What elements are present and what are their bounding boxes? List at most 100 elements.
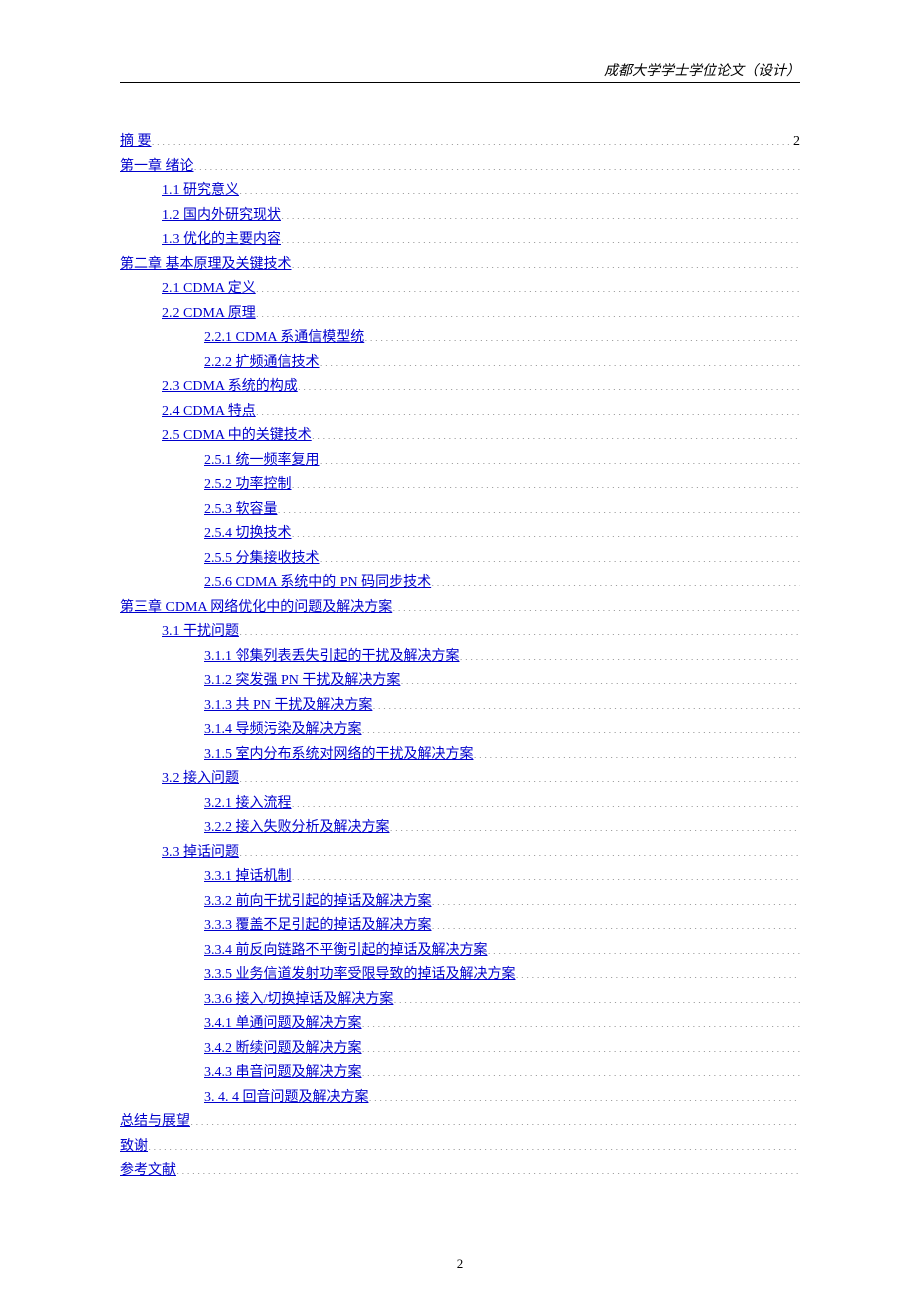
toc-leader-dots — [362, 1013, 801, 1027]
table-of-contents: 摘 要2第一章 绪论1.1 研究意义1.2 国内外研究现状1.3 优化的主要内容… — [120, 130, 800, 1184]
toc-leader-dots — [239, 768, 800, 782]
header-text: 成都大学学士学位论文（设计） — [604, 64, 800, 79]
toc-link[interactable]: 3.1.5 室内分布系统对网络的干扰及解决方案 — [204, 743, 474, 768]
toc-row: 3.3.6 接入/切换掉话及解决方案 — [120, 988, 800, 1013]
toc-link[interactable]: 2.5.5 分集接收技术 — [204, 547, 320, 572]
toc-leader-dots — [393, 989, 800, 1003]
toc-row: 3.3.1 掉话机制 — [120, 865, 800, 890]
toc-link[interactable]: 3.1 干扰问题 — [162, 620, 239, 645]
toc-leader-dots — [292, 474, 801, 488]
toc-link[interactable]: 2.1 CDMA 定义 — [162, 277, 256, 302]
toc-row: 2.5.1 统一频率复用 — [120, 449, 800, 474]
toc-row: 2.2 CDMA 原理 — [120, 302, 800, 327]
toc-link[interactable]: 2.2.1 CDMA 系通信模型统 — [204, 326, 364, 351]
toc-link[interactable]: 3.4.2 断续问题及解决方案 — [204, 1037, 362, 1062]
toc-link[interactable]: 1.3 优化的主要内容 — [162, 228, 281, 253]
toc-link[interactable]: 2.5.3 软容量 — [204, 498, 278, 523]
toc-link[interactable]: 3.1.2 突发强 PN 干扰及解决方案 — [204, 669, 400, 694]
toc-row: 3.3 掉话问题 — [120, 841, 800, 866]
toc-leader-dots — [362, 1062, 801, 1076]
toc-row: 3.1.5 室内分布系统对网络的干扰及解决方案 — [120, 743, 800, 768]
toc-row: 3.3.3 覆盖不足引起的掉话及解决方案 — [120, 914, 800, 939]
toc-link[interactable]: 1.1 研究意义 — [162, 179, 239, 204]
toc-link[interactable]: 2.5.1 统一频率复用 — [204, 449, 320, 474]
toc-row: 2.5.3 软容量 — [120, 498, 800, 523]
toc-link[interactable]: 3.2 接入问题 — [162, 767, 239, 792]
toc-row: 3.3.4 前反向链路不平衡引起的掉话及解决方案 — [120, 939, 800, 964]
toc-leader-dots — [320, 548, 801, 562]
toc-row: 第一章 绪论 — [120, 155, 800, 180]
toc-row: 第二章 基本原理及关键技术 — [120, 253, 800, 278]
toc-link[interactable]: 2.2 CDMA 原理 — [162, 302, 256, 327]
toc-link[interactable]: 3.1.3 共 PN 干扰及解决方案 — [204, 694, 372, 719]
toc-link[interactable]: 3.3 掉话问题 — [162, 841, 239, 866]
document-page: 成都大学学士学位论文（设计） 摘 要2第一章 绪论1.1 研究意义1.2 国内外… — [0, 0, 920, 1302]
toc-row: 第三章 CDMA 网络优化中的问题及解决方案 — [120, 596, 800, 621]
toc-link[interactable]: 2.5 CDMA 中的关键技术 — [162, 424, 312, 449]
toc-leader-dots — [281, 229, 800, 243]
toc-link[interactable]: 3.2.2 接入失败分析及解决方案 — [204, 816, 390, 841]
toc-row: 2.5.5 分集接收技术 — [120, 547, 800, 572]
toc-link[interactable]: 3.3.1 掉话机制 — [204, 865, 292, 890]
toc-link[interactable]: 3.4.3 串音问题及解决方案 — [204, 1061, 362, 1086]
toc-row: 3.1 干扰问题 — [120, 620, 800, 645]
toc-link[interactable]: 3.3.6 接入/切换掉话及解决方案 — [204, 988, 393, 1013]
page-header: 成都大学学士学位论文（设计） — [604, 60, 800, 80]
toc-link[interactable]: 3.3.3 覆盖不足引起的掉话及解决方案 — [204, 914, 432, 939]
toc-link[interactable]: 第三章 CDMA 网络优化中的问题及解决方案 — [120, 596, 392, 621]
toc-leader-dots — [369, 1087, 801, 1101]
toc-link[interactable]: 2.5.6 CDMA 系统中的 PN 码同步技术 — [204, 571, 431, 596]
toc-leader-dots — [431, 572, 800, 586]
toc-leader-dots — [474, 744, 801, 758]
toc-leader-dots — [432, 915, 801, 929]
toc-leader-dots — [292, 793, 801, 807]
toc-leader-dots — [488, 940, 801, 954]
toc-link[interactable]: 3.1.4 导频污染及解决方案 — [204, 718, 362, 743]
toc-link[interactable]: 3.2.1 接入流程 — [204, 792, 292, 817]
toc-row: 3.4.2 断续问题及解决方案 — [120, 1037, 800, 1062]
toc-leader-dots — [281, 205, 800, 219]
toc-link[interactable]: 摘 要 — [120, 130, 152, 155]
toc-link[interactable]: 第二章 基本原理及关键技术 — [120, 253, 292, 278]
toc-link[interactable]: 3.3.4 前反向链路不平衡引起的掉话及解决方案 — [204, 939, 488, 964]
toc-row: 2.2.1 CDMA 系通信模型统 — [120, 326, 800, 351]
toc-leader-dots — [320, 450, 801, 464]
toc-link[interactable]: 2.4 CDMA 特点 — [162, 400, 256, 425]
toc-row: 摘 要2 — [120, 130, 800, 155]
toc-leader-dots — [516, 964, 801, 978]
toc-row: 总结与展望 — [120, 1110, 800, 1135]
toc-link[interactable]: 3.1.1 邻集列表丢失引起的干扰及解决方案 — [204, 645, 460, 670]
toc-link[interactable]: 1.2 国内外研究现状 — [162, 204, 281, 229]
toc-row: 3.1.1 邻集列表丢失引起的干扰及解决方案 — [120, 645, 800, 670]
toc-leader-dots — [239, 180, 800, 194]
toc-link[interactable]: 3.3.2 前向干扰引起的掉话及解决方案 — [204, 890, 432, 915]
toc-link[interactable]: 参考文献 — [120, 1159, 176, 1184]
toc-leader-dots — [239, 842, 800, 856]
toc-row: 致谢 — [120, 1135, 800, 1160]
toc-link[interactable]: 3.4.1 单通问题及解决方案 — [204, 1012, 362, 1037]
toc-link[interactable]: 2.5.2 功率控制 — [204, 473, 292, 498]
toc-link[interactable]: 总结与展望 — [120, 1110, 190, 1135]
toc-link[interactable]: 3. 4. 4 回音问题及解决方案 — [204, 1086, 369, 1111]
toc-row: 2.5.6 CDMA 系统中的 PN 码同步技术 — [120, 571, 800, 596]
toc-link[interactable]: 2.5.4 切换技术 — [204, 522, 292, 547]
toc-link[interactable]: 2.2.2 扩频通信技术 — [204, 351, 320, 376]
toc-leader-dots — [460, 646, 801, 660]
toc-leader-dots — [176, 1160, 800, 1174]
toc-link[interactable]: 致谢 — [120, 1135, 148, 1160]
toc-link[interactable]: 3.3.5 业务信道发射功率受限导致的掉话及解决方案 — [204, 963, 516, 988]
toc-row: 1.2 国内外研究现状 — [120, 204, 800, 229]
toc-leader-dots — [362, 1038, 801, 1052]
toc-row: 3.2 接入问题 — [120, 767, 800, 792]
toc-leader-dots — [190, 1111, 800, 1125]
toc-leader-dots — [320, 352, 801, 366]
toc-row: 3.3.5 业务信道发射功率受限导致的掉话及解决方案 — [120, 963, 800, 988]
toc-leader-dots — [256, 278, 800, 292]
toc-link[interactable]: 2.3 CDMA 系统的构成 — [162, 375, 298, 400]
toc-row: 1.1 研究意义 — [120, 179, 800, 204]
toc-link[interactable]: 第一章 绪论 — [120, 155, 194, 180]
page-number: 2 — [457, 1256, 464, 1272]
toc-row: 3. 4. 4 回音问题及解决方案 — [120, 1086, 800, 1111]
toc-leader-dots — [390, 817, 801, 831]
toc-leader-dots — [292, 254, 801, 268]
